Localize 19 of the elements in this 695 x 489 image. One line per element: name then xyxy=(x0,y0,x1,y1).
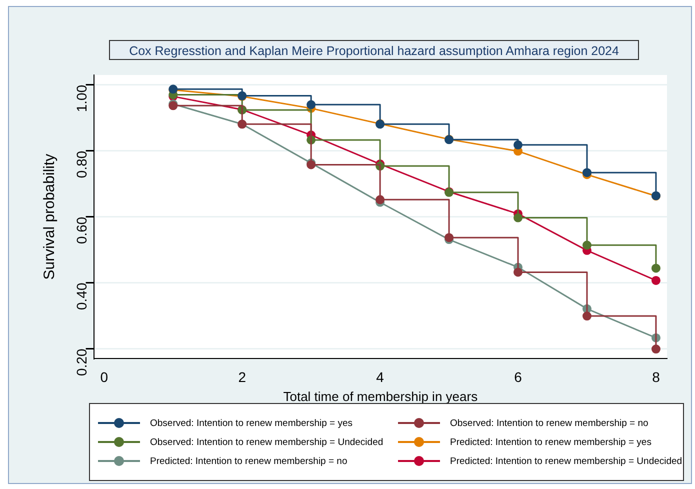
x-tick-label: 4 xyxy=(376,368,384,385)
legend-label: Observed: Intention to renew membership = no xyxy=(450,418,648,428)
chart-title: Cox Regresstion and Kaplan Meire Proportional hazard assumption Amhara region 2024 xyxy=(109,40,639,60)
legend-label: Predicted: Intention to renew membership = Undecided xyxy=(450,456,682,466)
y-tick-label: 0.80 xyxy=(74,150,90,178)
legend-label: Observed: Intention to renew membership = yes xyxy=(150,418,353,428)
x-axis-title: Total time of membership in years xyxy=(283,388,478,404)
x-tick-label: 6 xyxy=(514,368,522,385)
x-tick-label: 0 xyxy=(100,368,108,385)
y-tick-label: 0.60 xyxy=(74,216,90,244)
x-tick-label: 2 xyxy=(238,368,246,385)
x-tick-label: 8 xyxy=(652,368,660,385)
y-tick-label: 0.20 xyxy=(74,348,90,376)
legend-label: Predicted: Intention to renew membership = yes xyxy=(450,436,652,448)
y-tick-label: 1.00 xyxy=(74,84,90,112)
legend-label: Predicted: Intention to renew membership = no xyxy=(150,456,348,466)
y-tick-label: 0.40 xyxy=(74,282,90,310)
legend-label: Observed: Intention to renew membership = Undecided xyxy=(150,436,384,448)
y-axis-title: Survival probability xyxy=(41,153,58,280)
